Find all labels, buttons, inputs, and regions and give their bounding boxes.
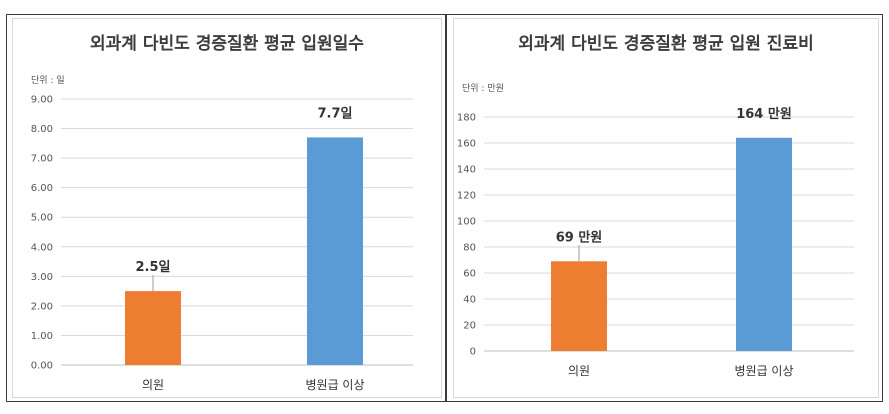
- unit-label: 단위 : 일: [31, 75, 65, 86]
- category-label: 병원급 이상: [734, 364, 793, 378]
- chart-cost: 외과계 다빈도 경증질환 평균 입원 진료비 단위 : 만원 0 20 40 60 80…: [457, 33, 854, 378]
- bar-hospital: [307, 137, 363, 365]
- y-tick-label: 7.00: [31, 154, 53, 165]
- bar-clinic: [551, 261, 607, 351]
- y-tick-label: 3.00: [31, 272, 53, 283]
- unit-label: 단위 : 만원: [462, 83, 504, 94]
- y-tick-label: 140: [457, 165, 476, 176]
- bar-hospital: [736, 137, 792, 351]
- y-tick-label: 80: [463, 243, 476, 254]
- y-tick-label: 1.00: [31, 331, 53, 342]
- y-tick-label: 9.00: [31, 95, 53, 106]
- panel-divider: [445, 14, 447, 402]
- data-label: 69 만원: [556, 229, 603, 245]
- chart-title: 외과계 다빈도 경증질환 평균 입원 진료비: [518, 33, 813, 54]
- y-tick-label: 60: [463, 269, 476, 280]
- y-tick-label: 0.00: [31, 361, 53, 372]
- y-tick-label: 8.00: [31, 124, 53, 135]
- data-label: 2.5일: [136, 260, 171, 275]
- category-label: 의원: [568, 364, 590, 378]
- y-tick-label: 40: [463, 295, 476, 306]
- y-tick-label: 160: [457, 139, 476, 150]
- bar-clinic: [125, 291, 181, 365]
- y-tick-label: 0: [470, 347, 476, 358]
- y-tick-label: 2.00: [31, 301, 53, 312]
- y-tick-label: 20: [463, 321, 476, 332]
- y-tick-label: 6.00: [31, 183, 53, 194]
- chart-title: 외과계 다빈도 경증질환 평균 입원일수: [90, 33, 364, 54]
- data-label: 164 만원: [736, 106, 792, 122]
- category-label: 병원급 이상: [305, 378, 364, 392]
- data-label: 7.7일: [318, 106, 353, 121]
- y-tick-label: 120: [457, 191, 476, 202]
- y-tick-label: 180: [457, 113, 476, 124]
- y-tick-label: 100: [457, 217, 476, 228]
- y-tick-label: 4.00: [31, 242, 53, 253]
- category-label: 의원: [142, 378, 164, 392]
- chart-stay-days: 외과계 다빈도 경증질환 평균 입원일수 단위 : 일 0.00 1.00 2.00…: [31, 33, 413, 392]
- chart-panel-cost: 외과계 다빈도 경증질환 평균 입원 진료비 단위 : 만원 0 20 40 60 80…: [453, 18, 879, 398]
- y-tick-label: 5.00: [31, 213, 53, 224]
- chart-panel-stay-days: 외과계 다빈도 경증질환 평균 입원일수 단위 : 일 0.00 1.00 2.00…: [12, 18, 442, 398]
